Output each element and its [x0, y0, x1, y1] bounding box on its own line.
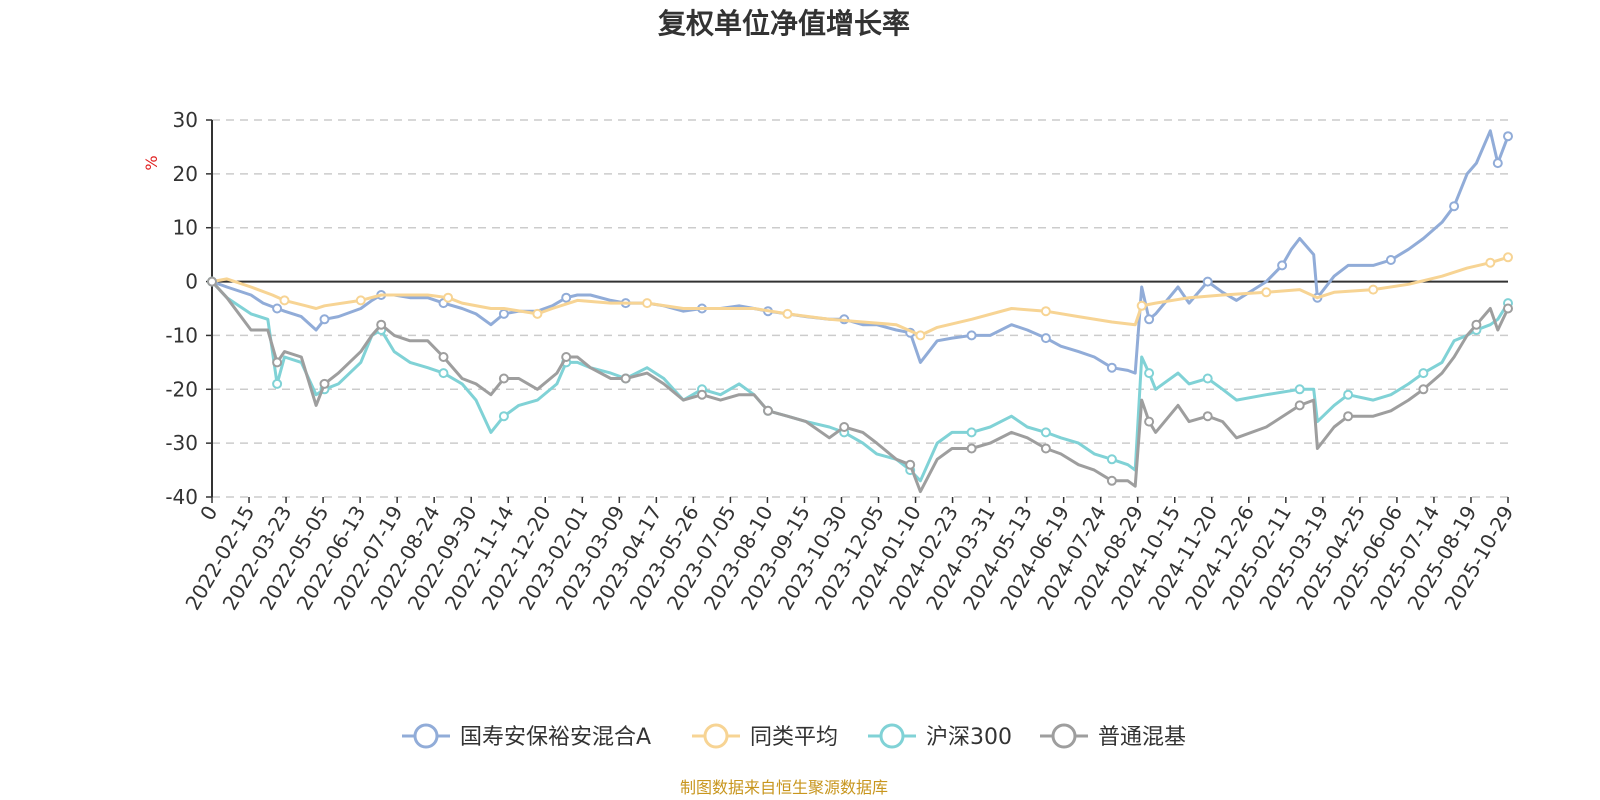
data-point — [319, 314, 330, 325]
data-point — [915, 330, 926, 341]
y-axis-unit: % — [142, 155, 161, 170]
data-point — [438, 368, 449, 379]
series-0 — [207, 129, 1513, 375]
legend: 国寿安保裕安混合A 同类平均 沪深300 普通混基 — [402, 723, 1186, 750]
data-point — [620, 373, 631, 384]
legend-item: 同类平均 — [692, 723, 838, 750]
data-point — [1144, 314, 1155, 325]
series-2 — [207, 276, 1513, 483]
y-tick-label: 10 — [173, 216, 198, 240]
data-point — [642, 298, 653, 309]
y-tick-label: -10 — [165, 323, 198, 347]
data-point — [1202, 276, 1213, 287]
data-point — [697, 389, 707, 400]
data-point — [1418, 368, 1429, 379]
axes — [211, 120, 1508, 497]
data-point — [1040, 427, 1051, 438]
data-point — [272, 378, 283, 389]
data-point — [272, 303, 283, 314]
data-point — [1277, 260, 1288, 271]
y-tick-label: -40 — [165, 485, 198, 509]
data-point — [1261, 287, 1272, 298]
data-point — [207, 276, 217, 287]
data-point — [1040, 443, 1051, 454]
y-tick-label: 20 — [173, 162, 198, 186]
legend-label: 同类平均 — [750, 725, 838, 750]
data-point — [905, 459, 916, 470]
data-point — [1294, 400, 1305, 411]
data-point — [1449, 201, 1460, 212]
data-point — [1492, 158, 1503, 169]
y-axis-ticks: 30 20 10 0 -10 -20 -30 -40 — [165, 108, 212, 509]
legend-item: 普通混基 — [1040, 723, 1186, 750]
data-point — [355, 295, 366, 306]
series-1 — [207, 252, 1513, 341]
data-point — [376, 319, 387, 330]
y-tick-label: -30 — [165, 431, 198, 455]
x-tick-label: 0 — [195, 502, 222, 525]
data-point — [1202, 373, 1213, 384]
y-tick-label: 30 — [173, 108, 198, 132]
data-point — [272, 357, 283, 368]
data-point — [1040, 306, 1051, 317]
data-point — [1343, 389, 1354, 400]
legend-label: 沪深300 — [926, 725, 1012, 750]
data-point — [1040, 333, 1051, 344]
data-point — [782, 308, 793, 319]
data-source-note: 制图数据来自恒生聚源数据库 — [680, 778, 888, 797]
data-point — [279, 295, 290, 306]
data-point — [1471, 319, 1482, 330]
legend-label: 普通混基 — [1098, 725, 1186, 750]
series-3 — [207, 276, 1513, 494]
y-tick-label: -20 — [165, 377, 198, 401]
legend-marker — [413, 723, 439, 749]
data-point — [1485, 257, 1496, 268]
data-point — [1136, 300, 1147, 311]
data-point — [966, 427, 977, 438]
data-point — [1202, 411, 1213, 422]
data-point — [1503, 303, 1513, 314]
data-point — [561, 352, 572, 362]
series-lines — [207, 129, 1513, 494]
data-point — [1144, 368, 1155, 379]
data-point — [1106, 362, 1117, 373]
data-point — [438, 352, 449, 362]
data-point — [1385, 255, 1396, 265]
data-point — [443, 292, 454, 303]
data-point — [561, 292, 572, 303]
chart-title: 复权单位净值增长率 — [658, 7, 910, 40]
data-point — [1106, 475, 1117, 486]
data-point — [498, 308, 509, 319]
data-point — [1368, 284, 1379, 295]
legend-marker — [879, 723, 905, 749]
series-line — [210, 280, 1510, 483]
legend-marker — [703, 723, 729, 749]
data-point — [1106, 454, 1117, 465]
series-line — [210, 129, 1510, 375]
legend-label: 国寿安保裕安混合A — [460, 725, 651, 750]
legend-item: 国寿安保裕安混合A — [402, 723, 651, 750]
data-point — [839, 422, 850, 432]
data-point — [498, 411, 509, 422]
data-point — [1343, 411, 1354, 422]
data-point — [1503, 131, 1513, 142]
data-point — [763, 405, 773, 416]
y-tick-label: 0 — [185, 270, 198, 294]
data-point — [966, 330, 977, 341]
legend-marker — [1051, 723, 1077, 749]
data-point — [1144, 416, 1155, 427]
data-point — [498, 373, 509, 384]
x-axis-ticks: 02022-02-152022-03-232022-05-052022-06-1… — [180, 497, 1518, 614]
data-point — [319, 378, 330, 389]
series-line — [210, 280, 1510, 494]
data-point — [1294, 384, 1305, 395]
legend-item: 沪深300 — [868, 723, 1012, 750]
data-point — [966, 443, 977, 454]
data-point — [1503, 252, 1513, 263]
data-point — [532, 308, 543, 319]
data-point — [1418, 384, 1429, 395]
